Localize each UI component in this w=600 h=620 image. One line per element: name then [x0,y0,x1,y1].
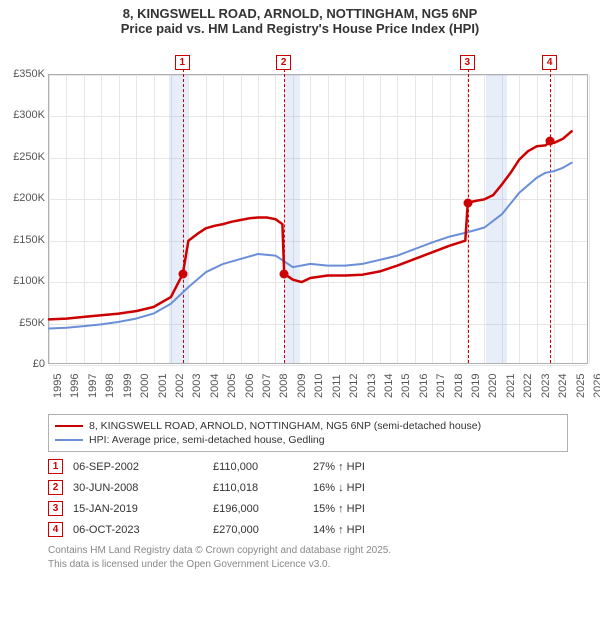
txn-delta: 16% ↓ HPI [313,482,423,494]
x-axis-label: 2020 [487,374,497,398]
legend-box: 8, KINGSWELL ROAD, ARNOLD, NOTTINGHAM, N… [48,414,568,452]
x-axis-label: 2001 [157,374,167,398]
footer-line-2: This data is licensed under the Open Gov… [48,558,590,572]
chart-title-block: 8, KINGSWELL ROAD, ARNOLD, NOTTINGHAM, N… [0,0,600,38]
x-axis-label: 2008 [278,374,288,398]
txn-badge: 4 [48,522,63,537]
x-axis-label: 2023 [540,374,550,398]
txn-date: 06-OCT-2023 [73,524,203,536]
x-axis-label: 2014 [383,374,393,398]
legend-label: 8, KINGSWELL ROAD, ARNOLD, NOTTINGHAM, N… [89,420,481,432]
txn-date: 30-JUN-2008 [73,482,203,494]
chart-marker-badge: 4 [542,55,557,70]
x-axis-label: 2010 [313,374,323,398]
series-price_paid [49,131,572,319]
table-row: 3 15-JAN-2019 £196,000 15% ↑ HPI [48,498,568,519]
y-axis-label: £150K [0,234,45,246]
y-axis-label: £300K [0,109,45,121]
table-row: 4 06-OCT-2023 £270,000 14% ↑ HPI [48,519,568,540]
txn-price: £270,000 [213,524,303,536]
x-axis-label: 2021 [505,374,515,398]
y-axis-label: £50K [0,317,45,329]
legend-item-hpi: HPI: Average price, semi-detached house,… [55,433,561,447]
x-axis-label: 2012 [348,374,358,398]
txn-delta: 15% ↑ HPI [313,503,423,515]
title-line-1: 8, KINGSWELL ROAD, ARNOLD, NOTTINGHAM, N… [0,6,600,21]
y-axis-label: £0 [0,358,45,370]
txn-date: 06-SEP-2002 [73,461,203,473]
footer-line-1: Contains HM Land Registry data © Crown c… [48,544,590,558]
x-axis-label: 2000 [139,374,149,398]
x-axis-label: 2004 [209,374,219,398]
x-axis-label: 2011 [331,374,341,398]
txn-badge: 1 [48,459,63,474]
x-axis-label: 2019 [470,374,480,398]
table-row: 2 30-JUN-2008 £110,018 16% ↓ HPI [48,477,568,498]
x-axis-label: 2015 [400,374,410,398]
txn-price: £196,000 [213,503,303,515]
chart-marker-badge: 2 [276,55,291,70]
chart-marker-badge: 1 [175,55,190,70]
legend-item-price-paid: 8, KINGSWELL ROAD, ARNOLD, NOTTINGHAM, N… [55,419,561,433]
chart-marker-badge: 3 [460,55,475,70]
txn-price: £110,000 [213,461,303,473]
x-axis-label: 2005 [226,374,236,398]
txn-price: £110,018 [213,482,303,494]
txn-delta: 27% ↑ HPI [313,461,423,473]
txn-delta: 14% ↑ HPI [313,524,423,536]
x-axis-label: 2002 [174,374,184,398]
x-axis-label: 1995 [52,374,62,398]
x-axis-label: 2009 [296,374,306,398]
x-axis-label: 2003 [191,374,201,398]
x-axis-label: 2006 [244,374,254,398]
price-chart: 1 2 3 4 £0 £50K £100K £150K £200K £250K £300K £350K… [0,38,600,408]
x-axis-label: 2018 [453,374,463,398]
x-axis-label: 1997 [87,374,97,398]
txn-date: 15-JAN-2019 [73,503,203,515]
x-axis-label: 2007 [261,374,271,398]
x-axis-label: 1999 [122,374,132,398]
x-axis-label: 2017 [435,374,445,398]
x-axis-label: 2024 [557,374,567,398]
legend-swatch [55,439,83,441]
table-row: 1 06-SEP-2002 £110,000 27% ↑ HPI [48,456,568,477]
x-axis-label: 1998 [104,374,114,398]
footer-attribution: Contains HM Land Registry data © Crown c… [48,544,590,571]
x-axis-label: 2026 [592,374,600,398]
x-axis-label: 1996 [69,374,79,398]
transactions-table: 1 06-SEP-2002 £110,000 27% ↑ HPI 2 30-JU… [48,456,568,540]
x-axis-label: 2016 [418,374,428,398]
series-hpi [49,163,572,329]
title-line-2: Price paid vs. HM Land Registry's House … [0,21,600,36]
legend-label: HPI: Average price, semi-detached house,… [89,434,325,446]
y-axis-label: £350K [0,68,45,80]
y-axis-label: £200K [0,192,45,204]
txn-badge: 2 [48,480,63,495]
y-axis-label: £250K [0,151,45,163]
x-axis-label: 2013 [366,374,376,398]
x-axis-label: 2022 [522,374,532,398]
txn-badge: 3 [48,501,63,516]
legend-swatch [55,425,83,427]
x-axis-label: 2025 [575,374,585,398]
y-axis-label: £100K [0,275,45,287]
